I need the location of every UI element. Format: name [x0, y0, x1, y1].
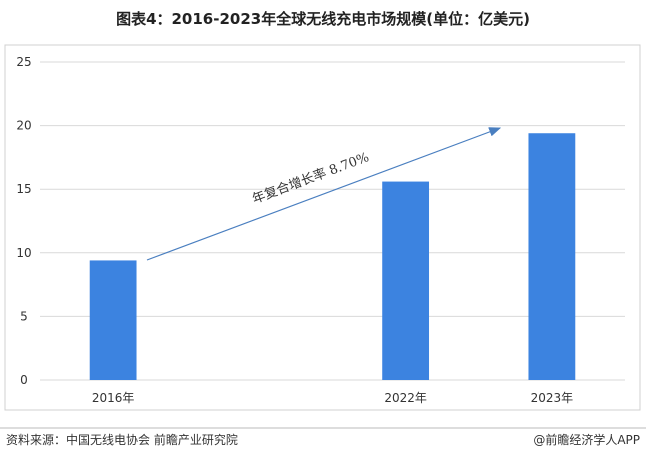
trend-arrow: [146, 127, 502, 261]
bar: [382, 181, 430, 380]
y-tick-label: 15: [16, 182, 31, 196]
x-tick-label: 2016年: [92, 391, 135, 405]
bar: [89, 260, 137, 380]
source: 资料来源：中国无线电协会 前瞻产业研究院: [6, 432, 238, 447]
y-tick-label: 25: [16, 55, 31, 69]
chart-title: 图表4：2016-2023年全球无线充电市场规模(单位：亿美元): [116, 10, 530, 28]
y-tick-label: 0: [20, 373, 28, 387]
y-tick-label: 20: [16, 119, 31, 133]
chart-frame: [4, 44, 641, 411]
bar: [528, 133, 576, 380]
credit: @前瞻经济学人APP: [533, 432, 640, 447]
y-tick-label: 5: [20, 309, 28, 323]
x-tick-label: 2022年: [384, 391, 427, 405]
y-tick-label: 10: [16, 246, 31, 260]
x-tick-label: 2023年: [531, 391, 574, 405]
